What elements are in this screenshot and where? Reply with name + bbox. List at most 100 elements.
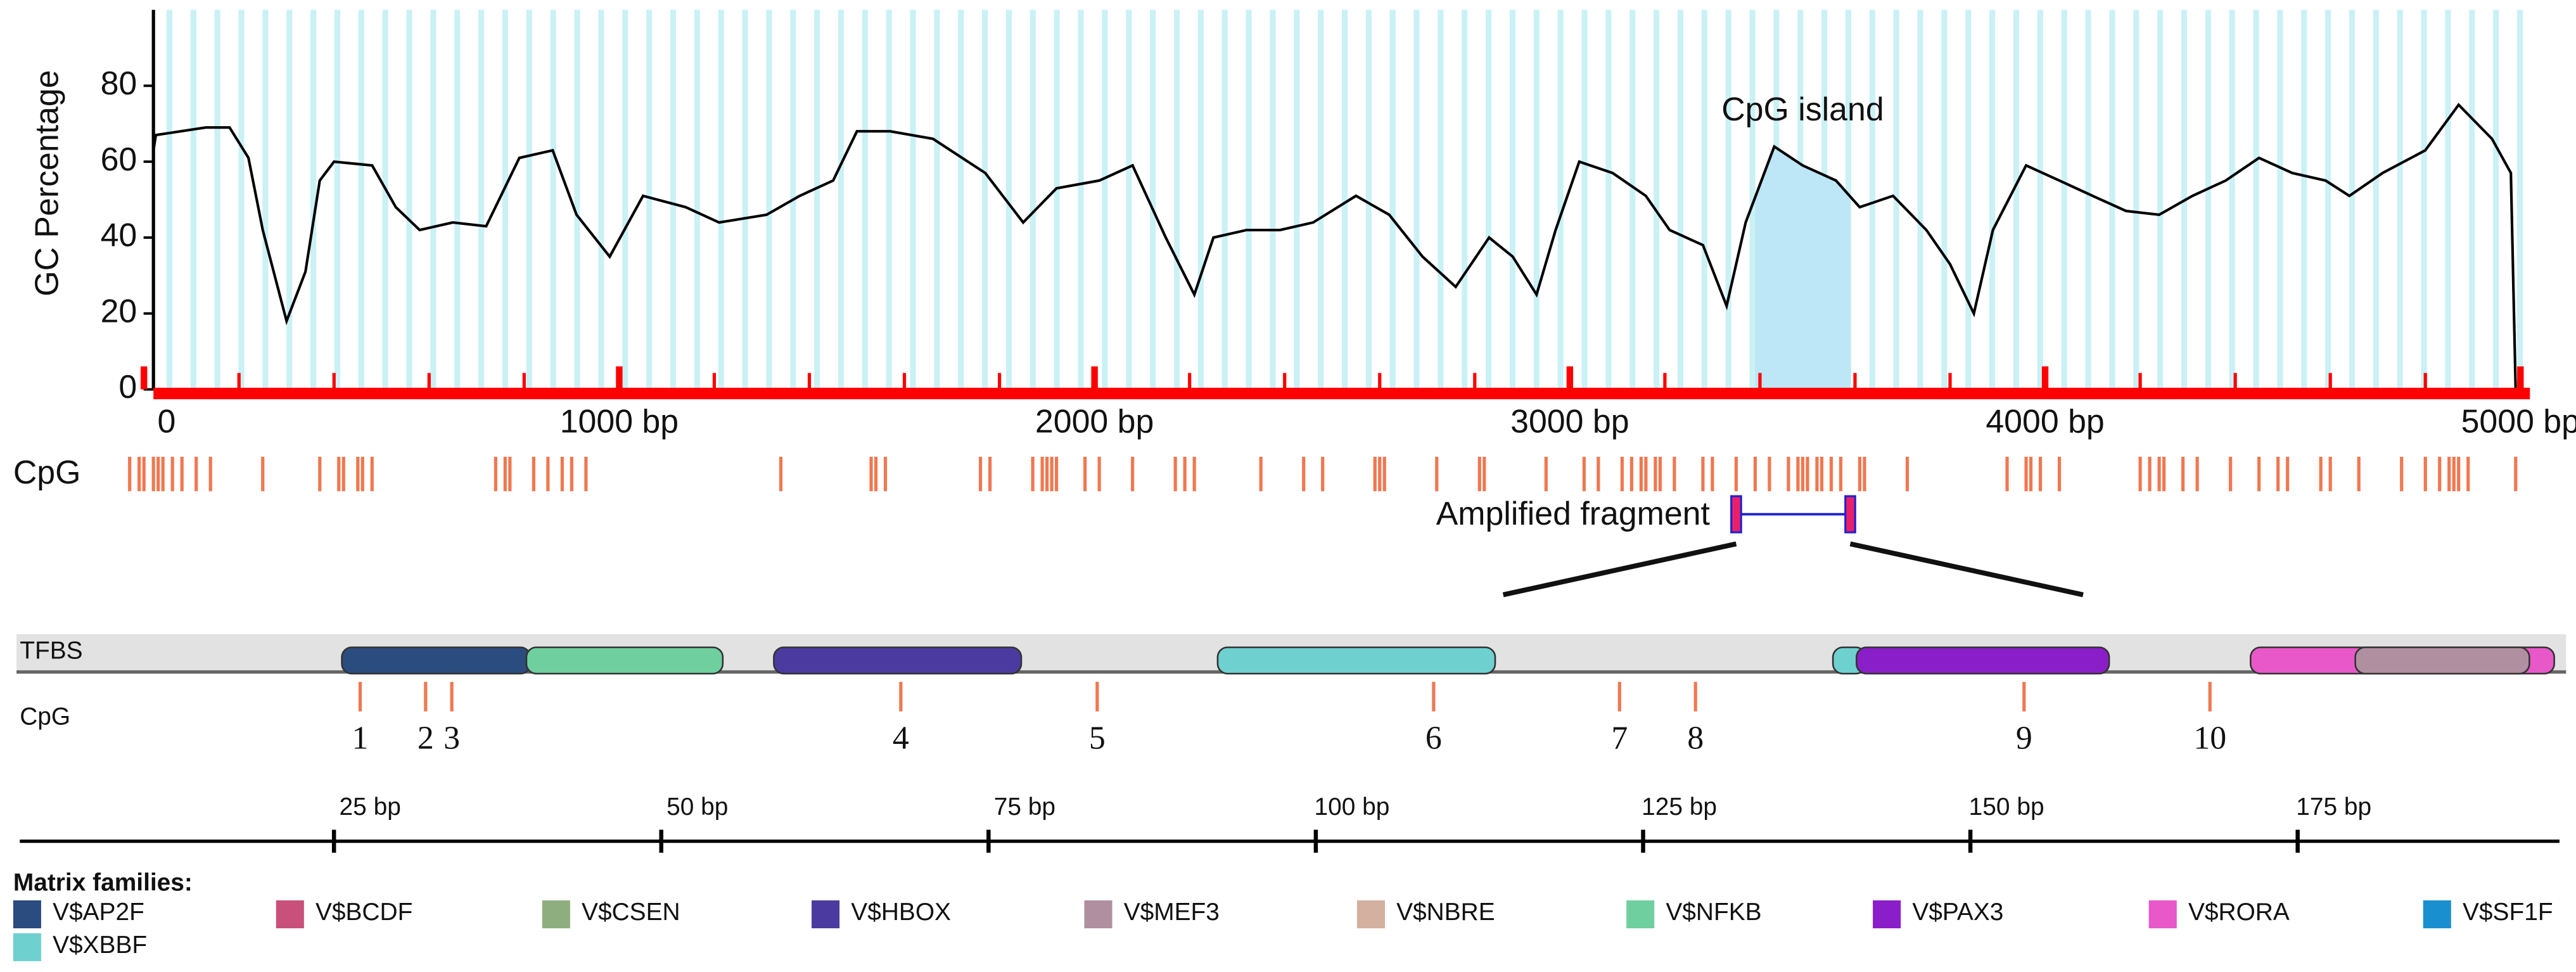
cpg-site-label: 1 — [352, 720, 369, 756]
background-stripe — [1749, 10, 1756, 390]
y-tick-label: 20 — [101, 292, 137, 329]
y-tick-label: 80 — [101, 65, 137, 101]
y-tick-label: 0 — [118, 368, 137, 405]
cpg-site-label: 7 — [1611, 720, 1628, 756]
fragment-end — [1730, 495, 1742, 534]
cpg-site-label: 3 — [443, 720, 460, 756]
x-tick-label: 175 bp — [2296, 793, 2371, 821]
background-stripe — [1677, 10, 1684, 390]
cpg-island-region — [1755, 146, 1851, 390]
legend-label: V$SF1F — [2463, 898, 2553, 926]
background-stripe — [1989, 10, 1996, 390]
legend-swatch — [2423, 900, 2451, 929]
background-stripe — [1581, 10, 1588, 390]
x-tick-label: 1000 bp — [560, 403, 679, 440]
background-stripe — [1941, 10, 1948, 390]
legend-swatch — [1873, 900, 1901, 929]
background-stripe — [766, 10, 772, 390]
background-stripe — [1102, 10, 1108, 390]
background-stripe — [550, 10, 556, 390]
tfbs-box — [525, 646, 724, 675]
background-stripe — [2085, 10, 2091, 390]
background-stripe — [1389, 10, 1396, 390]
background-stripe — [622, 10, 628, 390]
cpg-label: CpG — [20, 703, 70, 730]
background-stripe — [1294, 10, 1300, 390]
legend-swatch — [13, 933, 41, 961]
x-tick-label: 125 bp — [1642, 793, 1717, 821]
background-stripe — [1486, 10, 1492, 390]
background-stripe — [2516, 10, 2523, 390]
x-tick-label: 75 bp — [994, 793, 1055, 821]
annotation-label: CpG island — [1721, 91, 1884, 127]
background-stripe — [310, 10, 317, 390]
legend-label: V$AP2F — [53, 898, 144, 926]
legend: Matrix families:V$AP2F V$BCDF V$CSEN V$HBOX… — [13, 869, 2553, 961]
background-stripe — [598, 10, 604, 390]
background-stripe — [1318, 10, 1324, 390]
background-stripe — [238, 10, 245, 390]
fragment-label: Amplified fragment — [1436, 495, 1711, 532]
legend-label: V$PAX3 — [1912, 898, 2003, 926]
background-stripe — [2157, 10, 2164, 390]
background-stripe — [982, 10, 988, 390]
background-stripe — [1557, 10, 1564, 390]
background-stripe — [430, 10, 437, 390]
x-tick-label: 100 bp — [1315, 793, 1390, 821]
y-tick-label: 40 — [101, 217, 137, 253]
legend-swatch — [276, 900, 304, 929]
tfbs-box — [341, 646, 532, 675]
tfbs-box — [2354, 646, 2530, 675]
background-stripe — [2061, 10, 2067, 390]
background-stripe — [2445, 10, 2451, 390]
background-stripe — [1197, 10, 1204, 390]
background-stripe — [1005, 10, 1012, 390]
background-stripe — [2397, 10, 2403, 390]
background-stripe — [2373, 10, 2379, 390]
background-stripe — [2229, 10, 2235, 390]
background-stripe — [382, 10, 388, 390]
background-stripe — [694, 10, 700, 390]
x-axis — [153, 387, 2530, 400]
zoom-line — [1502, 541, 1737, 598]
x-tick-label: 150 bp — [1969, 793, 2044, 821]
legend-label: V$HBOX — [851, 898, 951, 926]
background-stripe — [838, 10, 845, 390]
x-tick-label: 5000 bp — [2461, 403, 2576, 440]
background-stripe — [1965, 10, 1972, 390]
legend-swatch — [812, 900, 840, 929]
background-stripe — [2037, 10, 2043, 390]
background-stripe — [454, 10, 461, 390]
x-tick-label: 25 bp — [340, 793, 401, 821]
background-stripe — [1126, 10, 1132, 390]
background-stripe — [1270, 10, 1276, 390]
background-stripe — [1173, 10, 1180, 390]
background-stripe — [934, 10, 940, 390]
background-stripe — [1030, 10, 1036, 390]
background-stripe — [1413, 10, 1420, 390]
background-stripe — [1221, 10, 1228, 390]
background-stripe — [1054, 10, 1060, 390]
cpg-site-label: 5 — [1089, 720, 1106, 756]
background-stripe — [1341, 10, 1348, 390]
fragment-end — [1844, 495, 1856, 534]
cpg-site-label: 8 — [1687, 720, 1704, 756]
background-stripe — [2205, 10, 2211, 390]
background-stripe — [646, 10, 653, 390]
background-stripe — [574, 10, 580, 390]
background-stripe — [1150, 10, 1156, 390]
legend-label: V$RORA — [2188, 898, 2290, 926]
background-stripe — [2493, 10, 2499, 390]
gc-chart: CpG island 0 20 40 60 80 GC Percentage 0 1000 bp… — [13, 10, 2576, 598]
background-stripe — [190, 10, 196, 390]
background-stripe — [910, 10, 916, 390]
background-stripe — [286, 10, 293, 390]
background-stripe — [2349, 10, 2356, 390]
tfbs-box — [1856, 646, 2110, 675]
background-stripe — [1509, 10, 1516, 390]
background-stripe — [358, 10, 364, 390]
background-stripe — [166, 10, 173, 390]
